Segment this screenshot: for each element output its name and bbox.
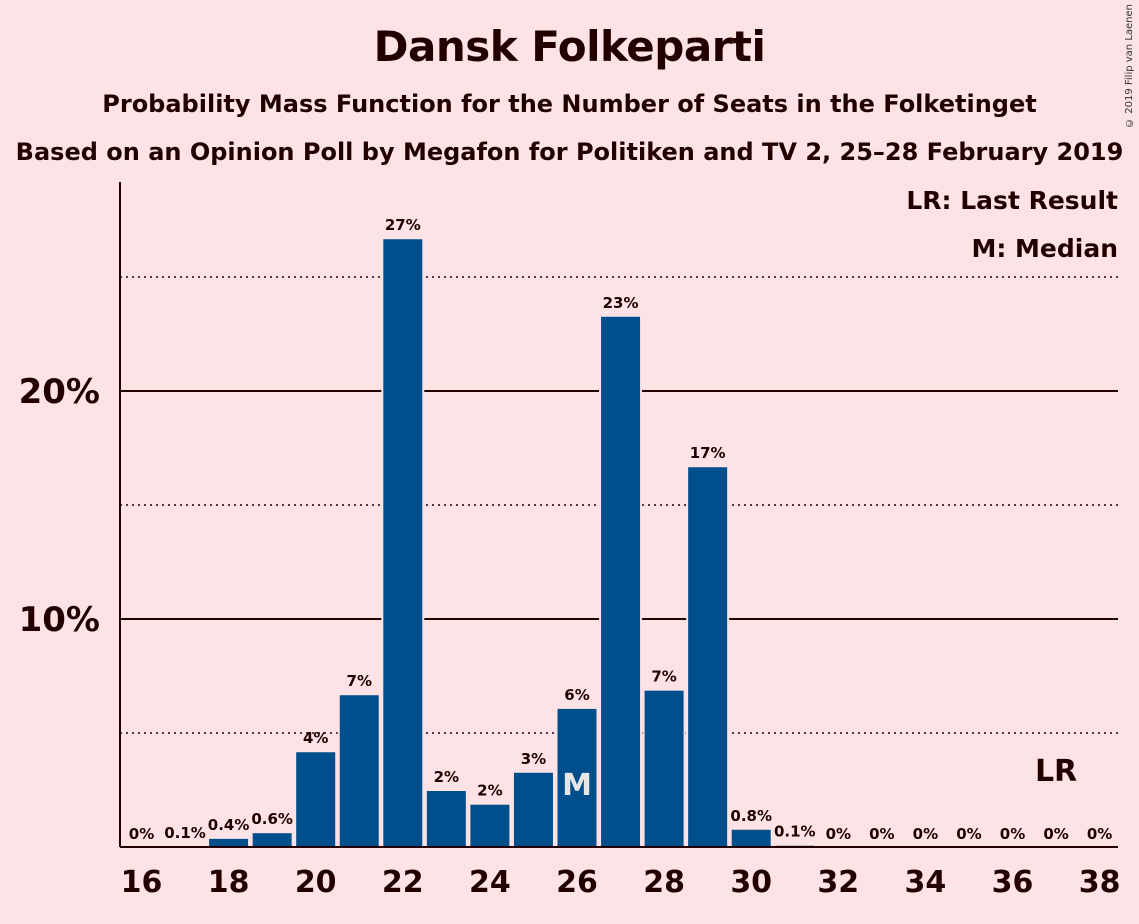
bars-group <box>163 237 817 849</box>
bar-20 <box>294 750 338 848</box>
bar-28 <box>642 688 686 848</box>
y-tick-20: 20% <box>19 372 100 412</box>
bar-24 <box>468 802 512 848</box>
x-tick-36: 36 <box>992 865 1034 900</box>
bar-label-37: 0% <box>1043 825 1068 843</box>
bar-29 <box>686 465 730 848</box>
bar-label-22: 27% <box>385 216 421 234</box>
bar-label-20: 4% <box>303 729 328 747</box>
x-tick-24: 24 <box>469 865 511 900</box>
x-tick-38: 38 <box>1079 865 1121 900</box>
x-tick-26: 26 <box>556 865 598 900</box>
x-tick-28: 28 <box>643 865 685 900</box>
bar-18 <box>207 836 251 849</box>
chart-source-subtitle: Based on an Opinion Poll by Megafon for … <box>15 138 1124 166</box>
chart-subtitle: Probability Mass Function for the Number… <box>102 90 1037 118</box>
x-tick-18: 18 <box>208 865 250 900</box>
bar-label-19: 0.6% <box>251 810 293 828</box>
last-result-marker: LR <box>1035 754 1077 789</box>
chart-title: Dansk Folkeparti <box>373 22 766 71</box>
bar-label-23: 2% <box>434 768 459 786</box>
bar-label-21: 7% <box>347 672 372 690</box>
bar-label-27: 23% <box>603 294 639 312</box>
bar-label-38: 0% <box>1087 825 1112 843</box>
x-tick-32: 32 <box>817 865 859 900</box>
x-tick-34: 34 <box>905 865 947 900</box>
x-tick-16: 16 <box>121 865 163 900</box>
bar-23 <box>424 789 468 848</box>
bar-label-18: 0.4% <box>208 816 250 834</box>
x-ticks-group: 16 18 20 22 24 26 28 30 32 34 36 38 <box>121 865 1121 900</box>
y-ticks-group: 10% 20% <box>19 372 100 640</box>
bar-25 <box>511 770 555 849</box>
axes-group <box>119 182 1118 848</box>
bar-19 <box>250 831 294 848</box>
bar-26 <box>555 706 599 848</box>
x-tick-20: 20 <box>295 865 337 900</box>
bar-label-33: 0% <box>869 825 894 843</box>
bar-label-32: 0% <box>826 825 851 843</box>
legend-last-result: LR: Last Result <box>906 186 1118 215</box>
bar-label-34: 0% <box>913 825 938 843</box>
bar-label-24: 2% <box>477 782 502 800</box>
bar-label-16: 0% <box>129 825 154 843</box>
bar-label-28: 7% <box>651 668 676 686</box>
bar-21 <box>337 693 381 848</box>
bar-label-26: 6% <box>564 686 589 704</box>
x-tick-30: 30 <box>730 865 772 900</box>
bar-22 <box>381 237 425 849</box>
bar-label-17: 0.1% <box>164 824 206 842</box>
median-marker: M <box>562 768 592 803</box>
bar-label-35: 0% <box>956 825 981 843</box>
bar-label-29: 17% <box>690 444 726 462</box>
bar-label-25: 3% <box>521 750 546 768</box>
bar-label-30: 0.8% <box>730 807 772 825</box>
x-tick-22: 22 <box>382 865 424 900</box>
bar-label-31: 0.1% <box>774 823 816 841</box>
bar-27 <box>599 314 643 848</box>
legend-median: M: Median <box>971 234 1118 263</box>
bar-labels-group: 0% 0.1% 0.4% 0.6%4%7%27%2%2%3%6%23%7%17%0.8… <box>129 216 1113 843</box>
bar-30 <box>729 827 773 849</box>
bar-label-36: 0% <box>1000 825 1025 843</box>
y-tick-10: 10% <box>19 600 100 640</box>
